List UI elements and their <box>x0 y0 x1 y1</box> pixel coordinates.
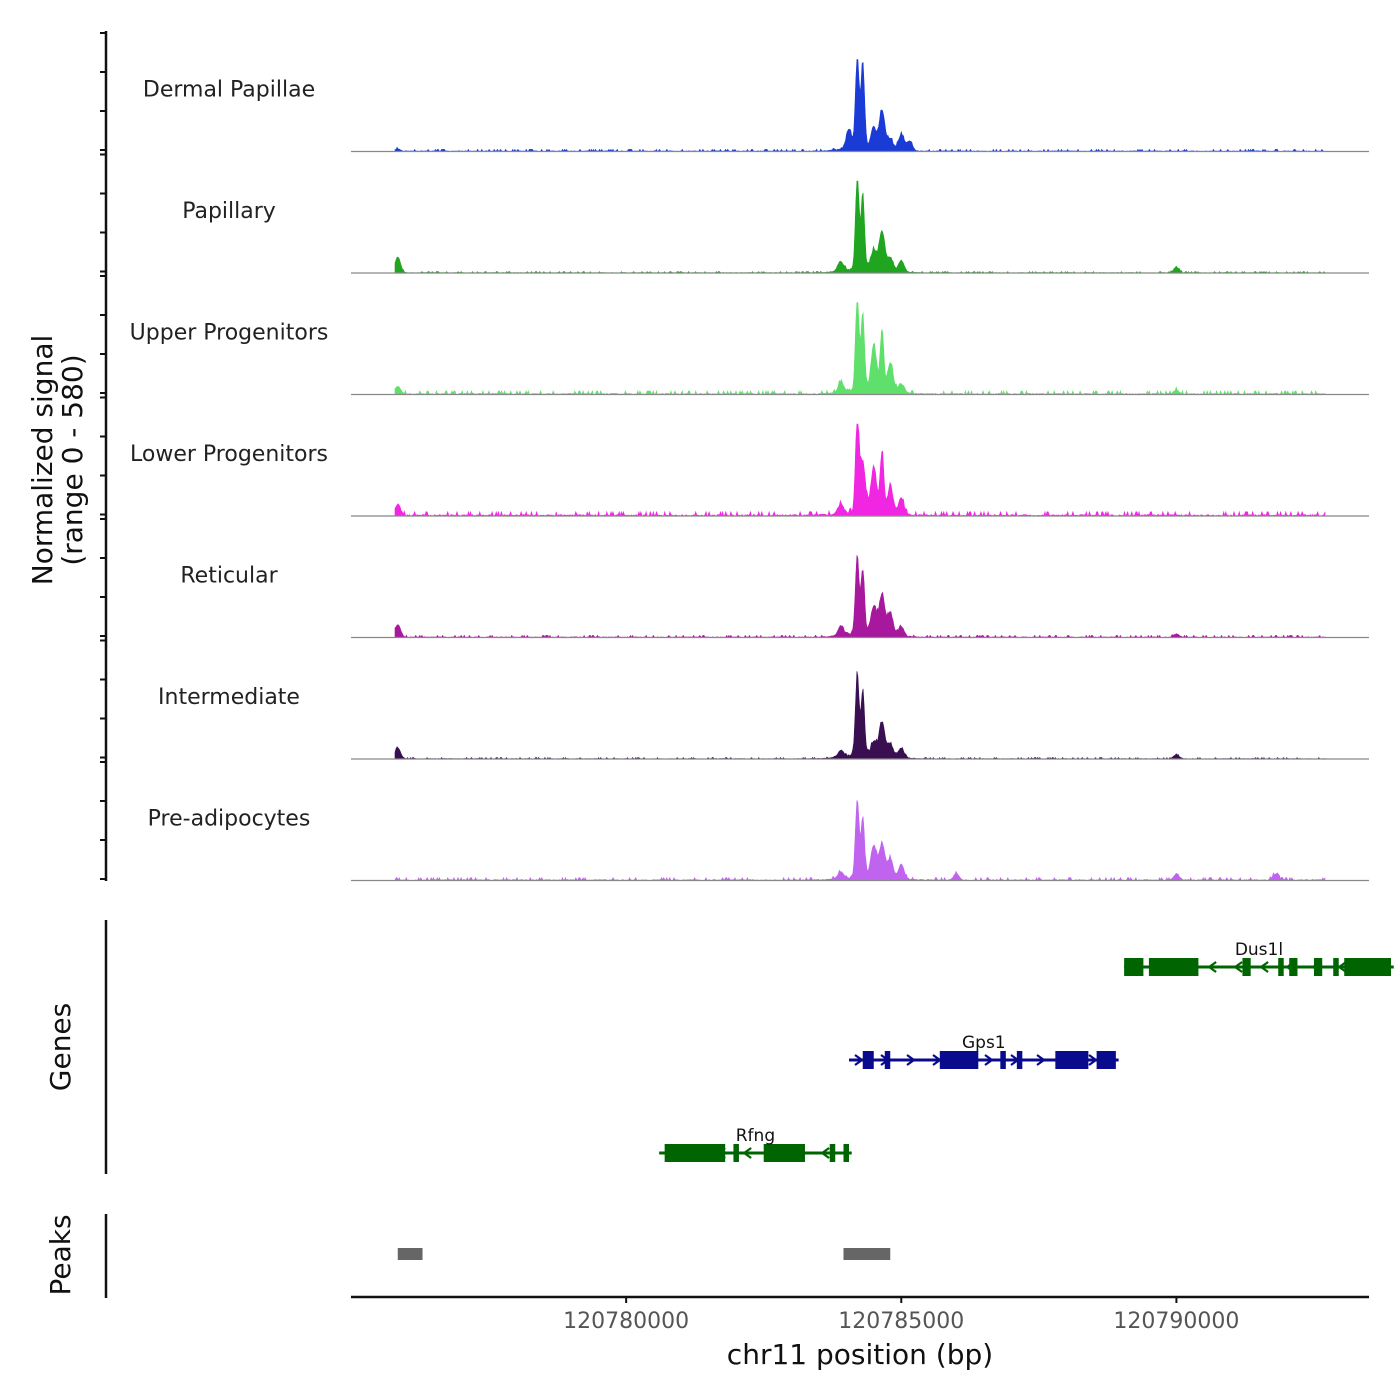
track-label: Reticular <box>180 564 278 589</box>
gene-exon <box>884 1051 891 1069</box>
gene-exon <box>1055 1051 1089 1069</box>
gene-exon <box>664 1144 726 1162</box>
x-tick-label: 120785000 <box>838 1309 964 1334</box>
gene-exon <box>1016 1051 1023 1069</box>
strand-arrow <box>906 1054 916 1066</box>
signal-area <box>394 555 1326 639</box>
gene-exon <box>939 1051 979 1069</box>
peak-region <box>843 1248 891 1260</box>
track-label: Upper Progenitors <box>130 321 329 346</box>
track-intermediate: Intermediate <box>158 671 1369 760</box>
strand-arrow <box>1207 961 1217 973</box>
gene-exon <box>1148 958 1199 976</box>
signal-area <box>394 180 1326 274</box>
peaks-track <box>397 1248 891 1260</box>
gene-exon <box>1344 958 1392 976</box>
gene-rfng: Rfng <box>659 1126 852 1162</box>
signal-area <box>394 671 1326 760</box>
track-label: Dermal Papillae <box>143 78 315 103</box>
strand-arrow <box>820 1147 830 1159</box>
gene-exon <box>1242 958 1251 976</box>
gene-exon <box>1289 958 1298 976</box>
strand-arrow <box>1036 1054 1046 1066</box>
strand-arrow <box>1088 1054 1098 1066</box>
strand-arrow <box>984 1054 994 1066</box>
y-axis-title: Normalized signal <box>26 335 59 586</box>
genes-track-title: Genes <box>44 1003 77 1091</box>
y-axis-range-label: (range 0 - 580) <box>56 354 89 565</box>
gene-exon <box>829 1144 836 1162</box>
track-label: Intermediate <box>158 685 300 710</box>
signal-area <box>394 800 1326 882</box>
signal-y-axis-ticks <box>100 32 106 880</box>
gene-gps1: Gps1 <box>848 1033 1119 1069</box>
gene-exon <box>1278 958 1284 976</box>
gene-exon <box>843 1144 849 1162</box>
gene-exon <box>1313 958 1323 976</box>
track-reticular: Reticular <box>180 555 1369 639</box>
x-axis-title: chr11 position (bp) <box>727 1338 993 1371</box>
gene-exon <box>763 1144 805 1162</box>
track-label: Lower Progenitors <box>130 442 328 467</box>
strand-arrow <box>854 1054 864 1066</box>
strand-arrow <box>1337 961 1347 973</box>
track-label: Pre-adipocytes <box>148 807 311 832</box>
gene-exon <box>1096 1051 1116 1069</box>
gene-label: Rfng <box>736 1126 775 1146</box>
peak-region <box>397 1248 423 1260</box>
gene-exon <box>1000 1051 1006 1069</box>
strand-arrow <box>1233 961 1243 973</box>
strand-arrow <box>1259 961 1269 973</box>
signal-tracks: Dermal Papillae Papillary Upper Progenitor… <box>130 59 1369 882</box>
gene-exon <box>733 1144 739 1162</box>
signal-area <box>394 59 1326 153</box>
x-axis-ticks: 120780000 120785000 120790000 <box>563 1297 1239 1334</box>
strand-arrow <box>742 1147 752 1159</box>
track-dermal-papillae: Dermal Papillae <box>143 59 1369 153</box>
track-pre-adipocytes: Pre-adipocytes <box>148 800 1369 882</box>
genes-track: Dus1l Gps1 Rfng <box>659 940 1394 1162</box>
gene-exon <box>862 1051 874 1069</box>
gene-exon <box>1333 958 1339 976</box>
track-upper-progenitors: Upper Progenitors <box>130 302 1369 396</box>
signal-area <box>394 302 1326 396</box>
track-label: Papillary <box>182 199 276 224</box>
gene-label: Dus1l <box>1235 940 1283 960</box>
track-papillary: Papillary <box>182 180 1369 274</box>
track-lower-progenitors: Lower Progenitors <box>130 423 1369 517</box>
gene-label: Gps1 <box>962 1033 1006 1053</box>
signal-area <box>394 423 1326 517</box>
x-tick-label: 120780000 <box>563 1309 689 1334</box>
gene-exon <box>1124 958 1144 976</box>
gene-dus1l: Dus1l <box>1124 940 1394 976</box>
x-tick-label: 120790000 <box>1113 1309 1239 1334</box>
peaks-track-title: Peaks <box>44 1214 77 1295</box>
